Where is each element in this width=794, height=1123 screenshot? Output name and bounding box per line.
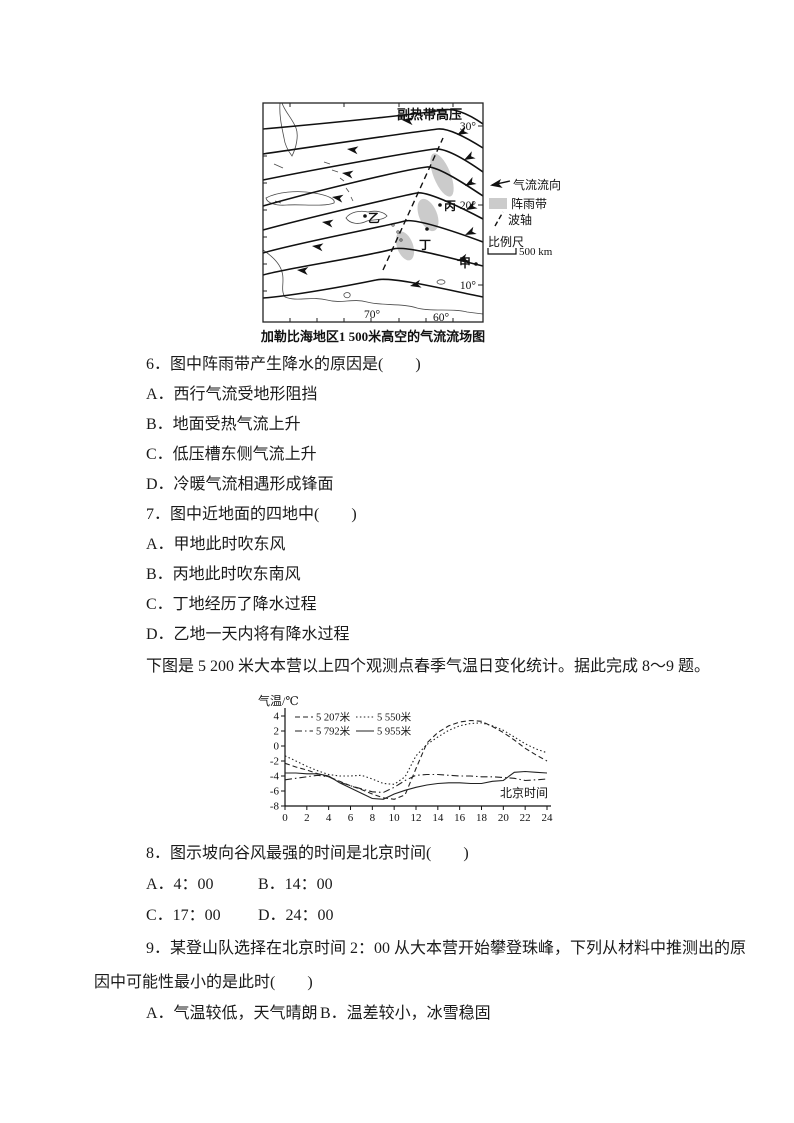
question-9-line2: 因中可能性最小的是此时( ) xyxy=(94,974,313,991)
svg-text:4: 4 xyxy=(274,711,280,723)
chart-legend: 5 207米 5 550米 5 792米 5 955米 xyxy=(295,711,412,738)
q6-option-b: B．地面受热气流上升 xyxy=(146,416,301,433)
coastlines xyxy=(262,102,484,315)
q8-option-c: C．17：00 xyxy=(146,907,221,924)
series-line xyxy=(284,722,548,785)
series-line xyxy=(284,719,548,800)
subtropical-high-label: 副热带高压 xyxy=(397,107,462,122)
q7-option-d: D．乙地一天内将有降水过程 xyxy=(146,626,350,643)
series-line xyxy=(284,773,548,794)
chart-x-label: 北京时间 xyxy=(500,786,548,800)
lat-20-label: 20° xyxy=(460,200,477,212)
question-8: 8．图示坡向谷风最强的时间是北京时间( ) xyxy=(146,845,469,862)
map-caption: 加勒比海地区1 500米高空的气流流场图 xyxy=(260,329,486,344)
q6-option-c: C．低压槽东侧气流上升 xyxy=(146,446,317,463)
chart-y-label: 气温/℃ xyxy=(258,693,299,708)
scale-bar xyxy=(487,248,517,255)
chart-xticks: 0 2 4 6 8 10 12 14 16 18 20 22 24 xyxy=(282,806,553,824)
lon-60-label: 60° xyxy=(433,312,450,324)
svg-text:22: 22 xyxy=(520,812,531,824)
lat-10-label: 10° xyxy=(460,280,477,292)
q6-option-a: A．西行气流受地形阻挡 xyxy=(146,386,318,403)
flow-arrows xyxy=(297,117,478,288)
point-jia-label: 甲 xyxy=(459,256,471,270)
q6-option-d: D．冷暖气流相遇形成锋面 xyxy=(146,476,334,493)
point-yi-label: 乙 xyxy=(368,211,380,225)
scale-label: 比例尺 xyxy=(488,235,524,249)
svg-text:24: 24 xyxy=(542,812,554,824)
chart-yticks: 4 2 0 -2 -4 -6 -8 xyxy=(270,711,285,813)
question-6: 6．图中阵雨带产生降水的原因是( ) xyxy=(146,356,421,373)
svg-text:2: 2 xyxy=(274,726,280,738)
legend-flow-label: 气流流向 xyxy=(513,177,561,192)
svg-text:0: 0 xyxy=(282,812,288,824)
question-7: 7．图中近地面的四地中( ) xyxy=(146,506,357,523)
svg-text:-8: -8 xyxy=(270,801,280,813)
scale-value: 500 km xyxy=(519,246,553,258)
caribbean-flow-map: 副热带高压 30° 20° 10° 70° 60° 乙 丙 丁 甲 气流流向 阵… xyxy=(262,102,561,324)
lon-70-label: 70° xyxy=(364,309,381,321)
svg-text:-6: -6 xyxy=(270,786,280,798)
temp-chart: 气温/℃ 北京时间 0 2 4 6 8 10 12 14 16 18 20 22 24 420-2-4-… xyxy=(258,693,553,824)
svg-text:10: 10 xyxy=(389,812,401,824)
legend-shower-label: 阵雨带 xyxy=(511,197,547,211)
svg-text:5 955米: 5 955米 xyxy=(377,725,412,738)
question-9-line1: 9．某登山队选择在北京时间 2：00 从大本营开始攀登珠峰，下列从材料中推测出的… xyxy=(146,940,747,957)
svg-text:5 207米: 5 207米 xyxy=(316,711,351,724)
svg-text:20: 20 xyxy=(498,812,510,824)
shower-band-swatch xyxy=(489,198,507,209)
map-points: 乙 丙 丁 甲 xyxy=(363,199,478,270)
q9-option-a: A．气温较低，天气晴朗 xyxy=(146,1005,318,1022)
svg-text:16: 16 xyxy=(454,812,466,824)
q8-option-b: B．14：00 xyxy=(258,876,333,893)
svg-text:8: 8 xyxy=(370,812,376,824)
svg-text:2: 2 xyxy=(304,812,310,824)
q8-option-a: A．4：00 xyxy=(146,876,214,893)
svg-text:6: 6 xyxy=(348,812,354,824)
series-line xyxy=(285,770,548,800)
svg-text:5 550米: 5 550米 xyxy=(377,711,412,724)
svg-text:0: 0 xyxy=(274,741,280,753)
lat-30-label: 30° xyxy=(460,121,477,133)
q8-option-d: D．24：00 xyxy=(258,907,334,924)
q7-option-c: C．丁地经历了降水过程 xyxy=(146,596,317,613)
q9-option-b: B．温差较小，冰雪稳固 xyxy=(320,1005,491,1022)
svg-text:-4: -4 xyxy=(270,771,280,783)
streamlines xyxy=(262,108,484,299)
intro-8-9: 下图是 5 200 米大本营以上四个观测点春季气温日变化统计。据此完成 8～9 … xyxy=(146,658,711,675)
point-bing-label: 丙 xyxy=(444,199,456,213)
wave-axis-line xyxy=(382,137,444,271)
map-frame xyxy=(262,102,484,323)
point-ding-label: 丁 xyxy=(419,238,431,252)
map-legend: 气流流向 阵雨带 波轴 比例尺 500 km xyxy=(487,177,561,258)
svg-text:4: 4 xyxy=(326,812,332,824)
legend-axis-label: 波轴 xyxy=(508,212,532,227)
svg-text:-2: -2 xyxy=(270,756,279,768)
svg-text:12: 12 xyxy=(411,812,422,824)
chart-axes xyxy=(284,708,551,807)
flow-arrow-icon xyxy=(490,178,511,188)
svg-text:5 792米: 5 792米 xyxy=(316,725,351,738)
wave-axis-icon xyxy=(494,211,504,227)
chart-series xyxy=(284,719,548,800)
svg-text:18: 18 xyxy=(476,812,488,824)
q7-option-b: B．丙地此时吹东南风 xyxy=(146,566,301,583)
svg-text:14: 14 xyxy=(432,812,444,824)
q7-option-a: A．甲地此时吹东风 xyxy=(146,536,286,553)
